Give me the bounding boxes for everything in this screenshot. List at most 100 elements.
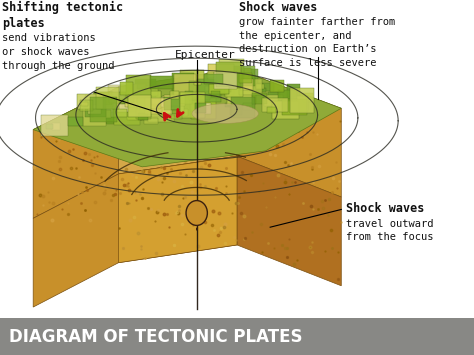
Ellipse shape xyxy=(192,104,258,124)
Text: travel outward
from the focus: travel outward from the focus xyxy=(346,219,434,242)
FancyBboxPatch shape xyxy=(113,109,127,117)
FancyBboxPatch shape xyxy=(68,116,83,126)
FancyBboxPatch shape xyxy=(268,92,280,98)
FancyBboxPatch shape xyxy=(216,62,241,88)
FancyBboxPatch shape xyxy=(81,102,88,106)
FancyBboxPatch shape xyxy=(164,95,185,106)
FancyBboxPatch shape xyxy=(281,99,288,104)
FancyBboxPatch shape xyxy=(239,73,252,83)
FancyBboxPatch shape xyxy=(109,92,134,103)
FancyBboxPatch shape xyxy=(150,76,173,88)
FancyBboxPatch shape xyxy=(256,83,274,91)
FancyBboxPatch shape xyxy=(120,82,133,94)
Polygon shape xyxy=(33,156,237,307)
FancyBboxPatch shape xyxy=(80,100,92,111)
FancyBboxPatch shape xyxy=(190,98,197,104)
FancyBboxPatch shape xyxy=(180,92,205,118)
FancyBboxPatch shape xyxy=(138,113,148,120)
FancyBboxPatch shape xyxy=(278,89,297,106)
FancyBboxPatch shape xyxy=(234,66,255,86)
FancyBboxPatch shape xyxy=(267,107,275,113)
FancyBboxPatch shape xyxy=(173,75,196,97)
FancyBboxPatch shape xyxy=(272,101,299,119)
FancyBboxPatch shape xyxy=(171,114,182,119)
FancyBboxPatch shape xyxy=(164,97,180,109)
FancyBboxPatch shape xyxy=(117,104,129,112)
FancyBboxPatch shape xyxy=(133,91,152,104)
FancyBboxPatch shape xyxy=(258,88,266,92)
Polygon shape xyxy=(237,69,341,197)
FancyBboxPatch shape xyxy=(136,106,151,119)
FancyBboxPatch shape xyxy=(77,94,103,109)
FancyBboxPatch shape xyxy=(153,100,168,113)
FancyBboxPatch shape xyxy=(96,87,119,109)
Polygon shape xyxy=(118,69,237,174)
FancyBboxPatch shape xyxy=(219,59,245,82)
FancyBboxPatch shape xyxy=(137,91,161,109)
FancyBboxPatch shape xyxy=(145,118,158,124)
FancyBboxPatch shape xyxy=(0,318,474,355)
FancyBboxPatch shape xyxy=(137,91,161,116)
FancyBboxPatch shape xyxy=(282,99,307,115)
FancyBboxPatch shape xyxy=(247,84,259,95)
FancyBboxPatch shape xyxy=(292,96,308,111)
FancyBboxPatch shape xyxy=(137,82,146,89)
FancyBboxPatch shape xyxy=(303,93,313,102)
Text: DIAGRAM OF TECTONIC PLATES: DIAGRAM OF TECTONIC PLATES xyxy=(9,328,303,345)
FancyBboxPatch shape xyxy=(194,101,202,109)
FancyBboxPatch shape xyxy=(106,117,114,124)
FancyBboxPatch shape xyxy=(103,97,122,112)
FancyBboxPatch shape xyxy=(148,105,174,122)
FancyBboxPatch shape xyxy=(185,91,193,94)
Ellipse shape xyxy=(186,201,207,225)
FancyBboxPatch shape xyxy=(179,92,191,104)
FancyBboxPatch shape xyxy=(145,98,171,114)
Text: Epicenter: Epicenter xyxy=(174,50,235,60)
FancyBboxPatch shape xyxy=(88,105,101,114)
FancyBboxPatch shape xyxy=(208,64,234,81)
FancyBboxPatch shape xyxy=(264,95,283,106)
FancyBboxPatch shape xyxy=(53,123,60,130)
Polygon shape xyxy=(33,87,118,218)
FancyBboxPatch shape xyxy=(124,93,131,97)
FancyBboxPatch shape xyxy=(146,86,158,96)
FancyBboxPatch shape xyxy=(192,82,210,94)
FancyBboxPatch shape xyxy=(262,98,288,113)
Text: plates: plates xyxy=(2,17,45,30)
FancyBboxPatch shape xyxy=(141,88,151,93)
Polygon shape xyxy=(237,156,341,286)
FancyBboxPatch shape xyxy=(172,110,181,114)
FancyBboxPatch shape xyxy=(108,85,134,99)
FancyBboxPatch shape xyxy=(205,86,212,91)
FancyBboxPatch shape xyxy=(125,93,147,107)
FancyBboxPatch shape xyxy=(217,73,244,87)
FancyBboxPatch shape xyxy=(95,103,116,117)
FancyBboxPatch shape xyxy=(93,110,111,118)
FancyBboxPatch shape xyxy=(94,92,112,105)
FancyBboxPatch shape xyxy=(117,101,124,104)
FancyBboxPatch shape xyxy=(212,73,231,92)
FancyBboxPatch shape xyxy=(138,101,146,107)
FancyBboxPatch shape xyxy=(197,103,211,114)
FancyBboxPatch shape xyxy=(231,97,255,118)
FancyBboxPatch shape xyxy=(240,92,255,104)
FancyBboxPatch shape xyxy=(114,108,139,125)
FancyBboxPatch shape xyxy=(225,103,233,107)
FancyBboxPatch shape xyxy=(270,80,283,92)
FancyBboxPatch shape xyxy=(216,75,229,84)
Text: send vibrations
or shock waves
through the ground: send vibrations or shock waves through t… xyxy=(2,33,115,71)
FancyBboxPatch shape xyxy=(214,72,237,89)
FancyBboxPatch shape xyxy=(171,91,179,99)
FancyBboxPatch shape xyxy=(195,103,206,113)
FancyBboxPatch shape xyxy=(197,79,221,102)
FancyBboxPatch shape xyxy=(150,97,164,104)
FancyBboxPatch shape xyxy=(252,93,267,104)
Text: Shifting tectonic: Shifting tectonic xyxy=(2,1,124,14)
FancyBboxPatch shape xyxy=(127,112,142,120)
FancyBboxPatch shape xyxy=(41,115,67,136)
FancyBboxPatch shape xyxy=(194,82,201,85)
FancyBboxPatch shape xyxy=(240,79,254,89)
FancyBboxPatch shape xyxy=(287,84,301,97)
FancyBboxPatch shape xyxy=(136,79,156,99)
FancyBboxPatch shape xyxy=(129,102,149,120)
